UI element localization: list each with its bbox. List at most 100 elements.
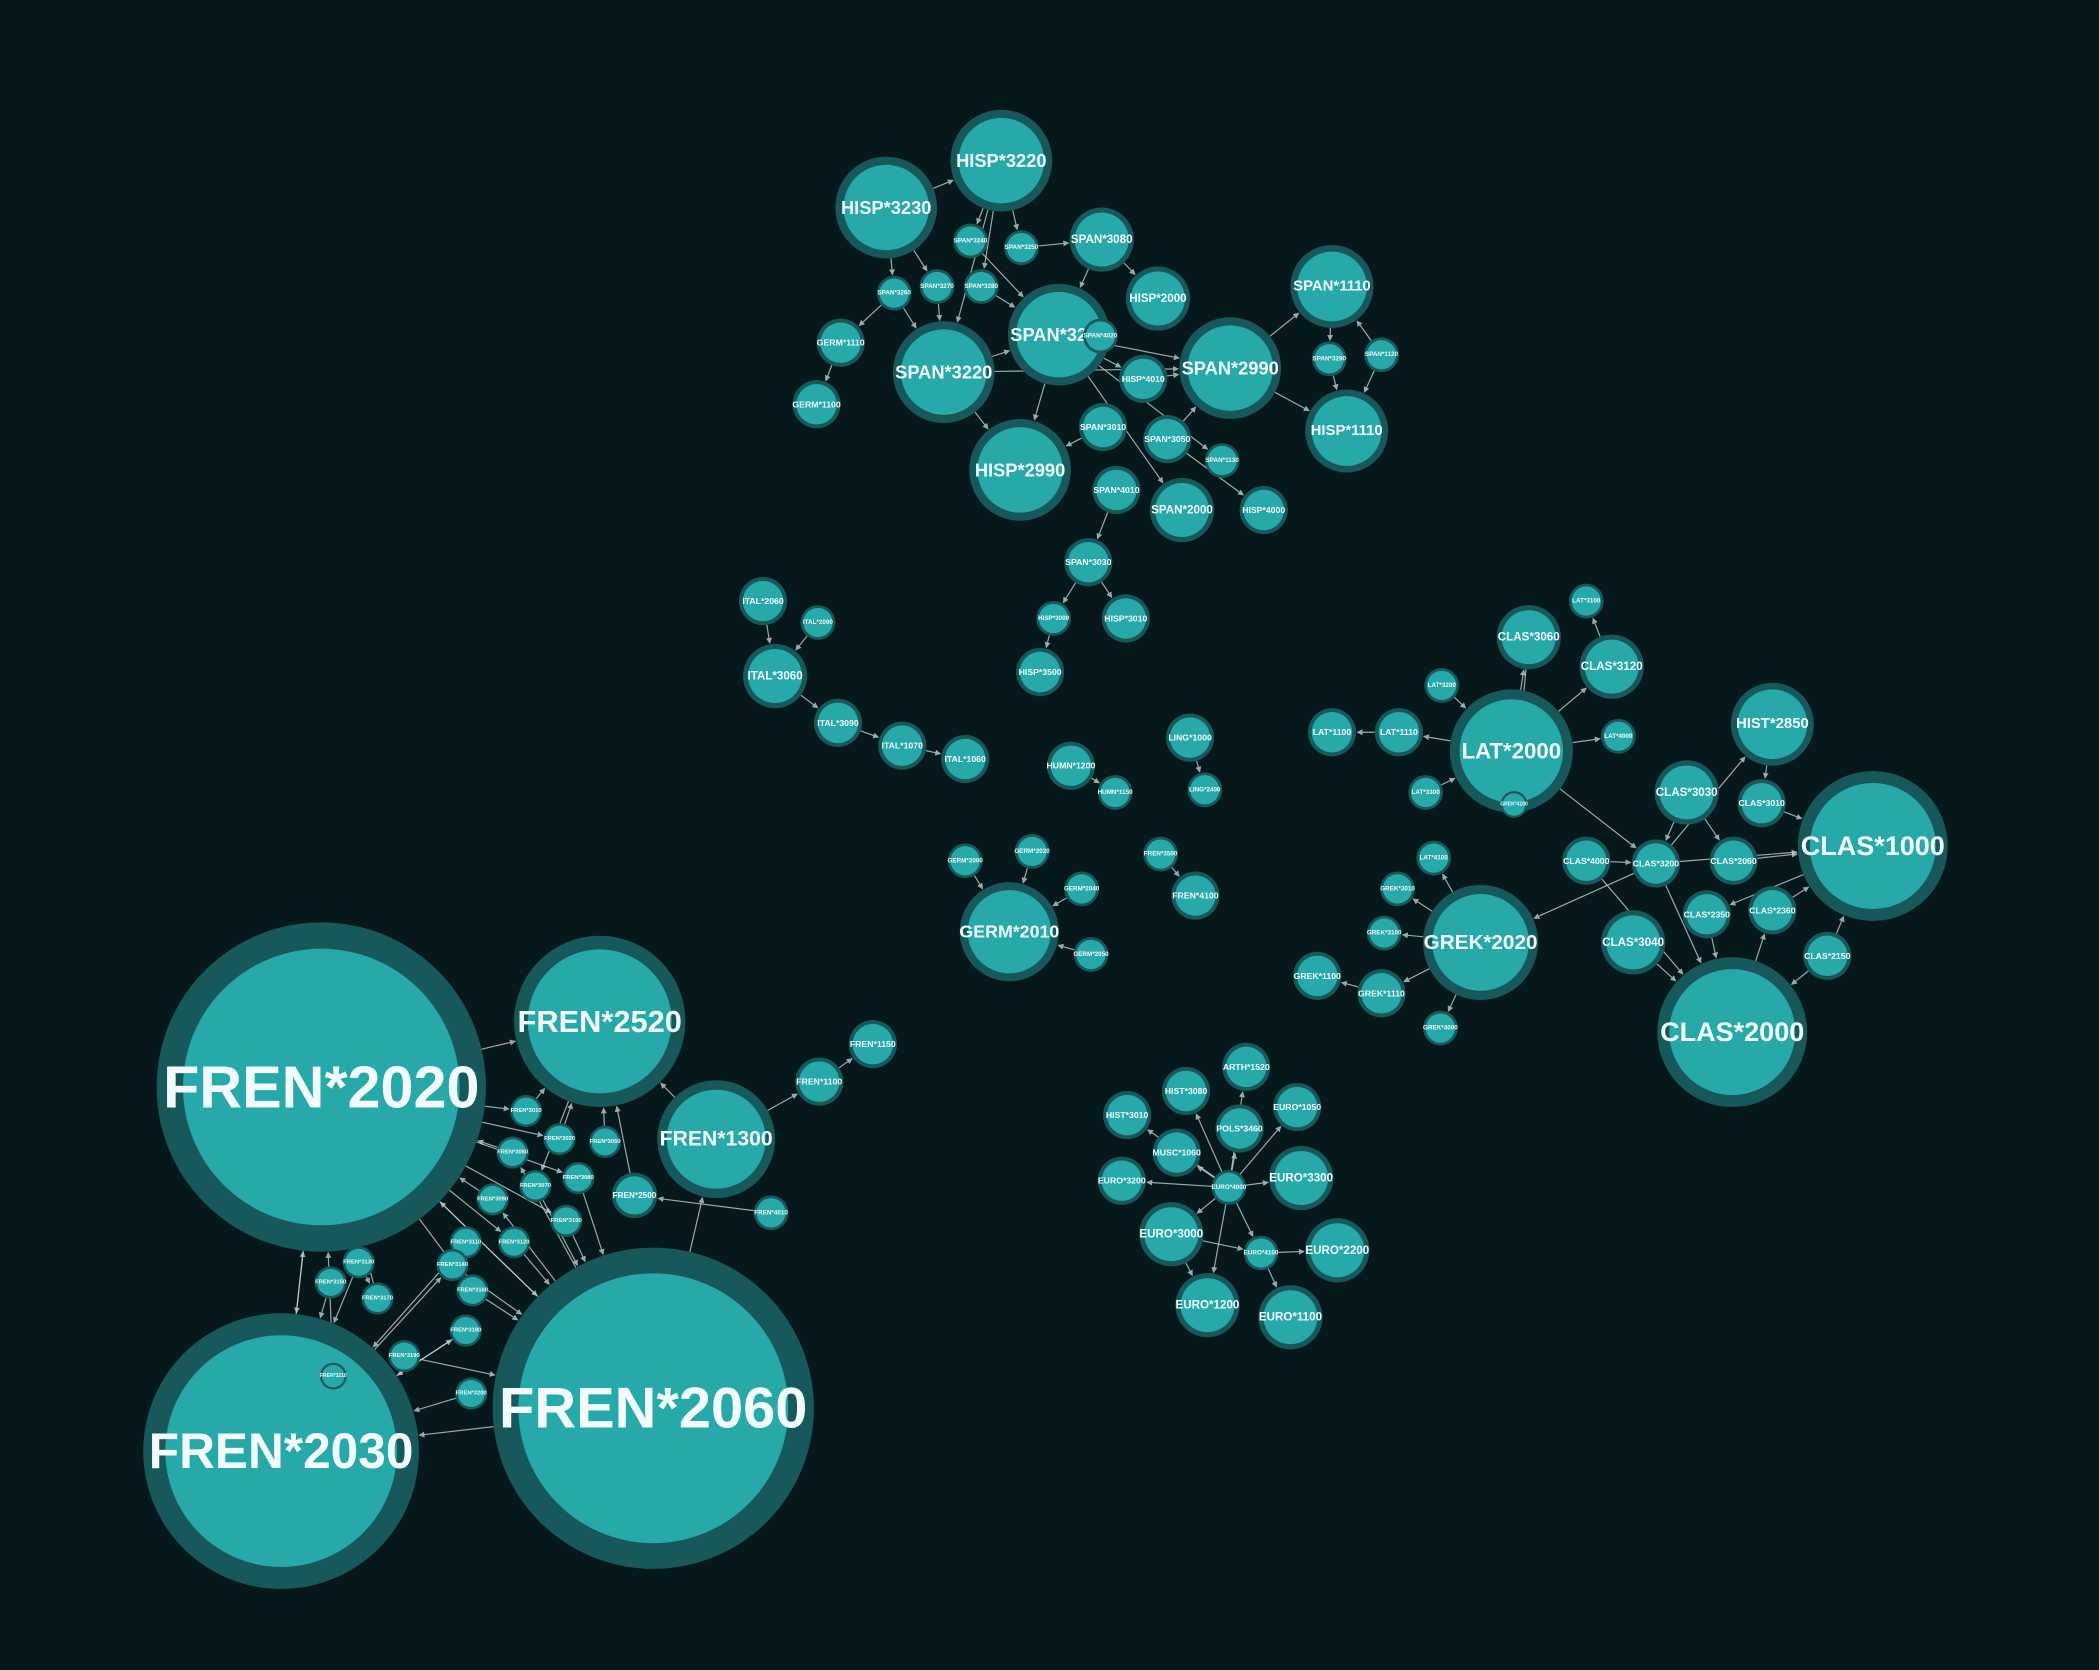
node-span-3250[interactable]: SPAN*3250: [1003, 230, 1039, 266]
node-fren-3130[interactable]: FREN*3130: [342, 1246, 375, 1279]
node-lat-3200[interactable]: LAT*3200: [1424, 667, 1460, 703]
node-fren-3170[interactable]: FREN*3170: [361, 1282, 394, 1315]
node-lat-3300[interactable]: LAT*3300: [1408, 775, 1444, 810]
node-hisp-3230[interactable]: HISP*3230: [835, 156, 938, 259]
node-fren-3500[interactable]: FREN*3500: [1143, 836, 1179, 872]
node-lat-2000[interactable]: LAT*2000: [1449, 689, 1573, 813]
node-ital-1070[interactable]: ITAL*1070: [878, 721, 927, 770]
node-hist-3080[interactable]: HIST*3080: [1161, 1066, 1211, 1116]
node-humn-1200[interactable]: HUMN*1200: [1047, 741, 1096, 790]
node-span-2990[interactable]: SPAN*2990: [1179, 317, 1282, 419]
node-hisp-4000[interactable]: HISP*4000: [1239, 485, 1288, 535]
node-hisp-3010[interactable]: HISP*3010: [1101, 594, 1150, 643]
node-hisp-4010[interactable]: HISP*4010: [1119, 354, 1168, 403]
node-grek-1110[interactable]: GREK*1110: [1357, 969, 1406, 1018]
node-euro-4100[interactable]: EURO*4100: [1243, 1235, 1279, 1271]
node-musc-1060[interactable]: MUSC*1060: [1153, 1128, 1201, 1177]
node-germ-2040[interactable]: GERM*2040: [1064, 871, 1100, 907]
node-fren-1150[interactable]: FREN*1150: [848, 1020, 897, 1069]
node-ital-2060[interactable]: ITAL*2060: [738, 576, 788, 626]
node-fren-2020[interactable]: FREN*2020: [156, 922, 486, 1252]
node-euro-3300[interactable]: EURO*3300: [1269, 1145, 1334, 1211]
node-grek-4000[interactable]: GREK*4000: [1422, 1010, 1458, 1046]
node-euro-2200[interactable]: EURO*2200: [1305, 1218, 1370, 1283]
node-clas-2060[interactable]: CLAS*2060: [1709, 836, 1758, 885]
node-span-3220[interactable]: SPAN*3220: [892, 321, 995, 424]
node-hisp-3000[interactable]: HISP*3000: [1036, 601, 1071, 636]
node-fren-2030[interactable]: FREN*2030: [143, 1313, 419, 1589]
node-fren-3060[interactable]: FREN*3060: [496, 1136, 529, 1169]
node-fren-1300[interactable]: FREN*1300: [657, 1080, 776, 1199]
node-grek-3010[interactable]: GREK*3010: [1380, 871, 1415, 907]
node-span-3230[interactable]: SPAN*3230: [1008, 283, 1110, 386]
node-euro-1200[interactable]: EURO*1200: [1175, 1273, 1240, 1338]
node-clas-1000[interactable]: CLAS*1000: [1797, 771, 1948, 921]
node-euro-1100[interactable]: EURO*1100: [1258, 1285, 1323, 1350]
node-germ-1100[interactable]: GERM*1100: [792, 380, 841, 429]
node-fren-1100[interactable]: FREN*1100: [795, 1057, 844, 1106]
node-span-4020[interactable]: SPAN*4020: [1082, 318, 1118, 354]
node-pols-3460[interactable]: POLS*3460: [1215, 1104, 1264, 1153]
node-humn-1150[interactable]: HUMN*1150: [1098, 775, 1133, 810]
node-hisp-1110[interactable]: HISP*1110: [1305, 389, 1389, 473]
node-hist-3010[interactable]: HIST*3010: [1103, 1090, 1152, 1140]
node-arth-1520[interactable]: ARTH*1520: [1222, 1042, 1271, 1091]
node-span-1110[interactable]: SPAN*1110: [1290, 244, 1374, 328]
node-clas-2350[interactable]: CLAS*2350: [1682, 890, 1731, 939]
node-fren-3210[interactable]: FREN*3210: [319, 1362, 347, 1390]
node-fren-3160[interactable]: FREN*3160: [456, 1274, 489, 1307]
node-fren-3150[interactable]: FREN*3150: [314, 1266, 347, 1299]
node-clas-4000[interactable]: CLAS*4000: [1562, 836, 1611, 885]
node-lat-4000[interactable]: LAT*4000: [1601, 718, 1636, 754]
node-span-2000[interactable]: SPAN*2000: [1149, 477, 1215, 543]
node-fren-3200[interactable]: FREN*3200: [455, 1377, 488, 1410]
node-fren-3070[interactable]: FREN*3070: [519, 1169, 552, 1203]
node-clas-3120[interactable]: CLAS*3120: [1579, 634, 1644, 699]
node-fren-3120[interactable]: FREN*3120: [497, 1226, 531, 1259]
node-clas-3040[interactable]: CLAS*3040: [1601, 910, 1666, 975]
node-euro-1050[interactable]: EURO*1050: [1273, 1082, 1322, 1132]
node-germ-2010[interactable]: GERM*2010: [959, 882, 1059, 982]
node-germ-2050[interactable]: GERM*2050: [1073, 937, 1109, 972]
node-grek-1100[interactable]: GREK*1100: [1293, 951, 1342, 1000]
node-hisp-3220[interactable]: HISP*3220: [950, 109, 1053, 212]
node-span-3080[interactable]: SPAN*3080: [1069, 207, 1134, 272]
node-clas-3200[interactable]: CLAS*3200: [1631, 839, 1681, 888]
node-span-3050[interactable]: SPAN*3050: [1143, 414, 1192, 464]
node-euro-3200[interactable]: EURO*3200: [1097, 1156, 1146, 1205]
node-clas-2000[interactable]: CLAS*2000: [1657, 957, 1808, 1108]
node-germ-2020[interactable]: GERM*2020: [1014, 833, 1050, 869]
node-grek-3100[interactable]: GREK*3100: [1366, 915, 1402, 951]
node-germ-2000[interactable]: GERM*2000: [947, 843, 983, 879]
node-clas-2360[interactable]: CLAS*2360: [1748, 886, 1797, 935]
node-grek-2020[interactable]: GREK*2020: [1422, 884, 1539, 1000]
node-euro-3000[interactable]: EURO*3000: [1139, 1202, 1204, 1267]
node-span-1130[interactable]: SPAN*1130: [1204, 443, 1240, 478]
node-ital-1060[interactable]: ITAL*1060: [941, 734, 990, 784]
node-fren-3080[interactable]: FREN*3080: [562, 1161, 595, 1195]
node-span-4010[interactable]: SPAN*4010: [1092, 465, 1141, 515]
node-euro-4000[interactable]: EURO*4000: [1211, 1169, 1247, 1205]
node-clas-2150[interactable]: CLAS*2150: [1803, 931, 1852, 980]
node-ital-2090[interactable]: ITAL*2090: [800, 605, 836, 640]
node-fren-3010[interactable]: FREN*3010: [510, 1095, 543, 1128]
node-germ-1110[interactable]: GERM*1110: [816, 318, 865, 367]
node-span-3260[interactable]: SPAN*3260: [876, 275, 912, 311]
node-fren-2520[interactable]: FREN*2520: [514, 935, 686, 1108]
node-span-3010[interactable]: SPAN*3010: [1078, 402, 1128, 452]
node-fren-3140[interactable]: FREN*3140: [436, 1248, 469, 1282]
node-fren-3050[interactable]: FREN*3050: [589, 1125, 622, 1158]
node-span-1120[interactable]: SPAN*1120: [1364, 337, 1399, 373]
node-fren-3100[interactable]: FREN*3100: [550, 1204, 583, 1237]
node-span-3240[interactable]: SPAN*3240: [953, 223, 988, 259]
node-lat-1100[interactable]: LAT*1100: [1307, 708, 1357, 757]
node-span-3290[interactable]: SPAN*3290: [1311, 341, 1347, 377]
node-fren-2500[interactable]: FREN*2500: [611, 1172, 658, 1219]
node-fren-3180[interactable]: FREN*3180: [449, 1314, 482, 1347]
node-fren-4100[interactable]: FREN*4100: [1171, 871, 1220, 920]
node-fren-4010[interactable]: FREN*4010: [753, 1195, 789, 1231]
node-ling-2400[interactable]: LING*2400: [1187, 772, 1223, 808]
node-fren-3190[interactable]: FREN*3190: [388, 1339, 421, 1373]
node-span-3030[interactable]: SPAN*3030: [1064, 538, 1113, 587]
node-fren-2060[interactable]: FREN*2060: [492, 1247, 814, 1569]
